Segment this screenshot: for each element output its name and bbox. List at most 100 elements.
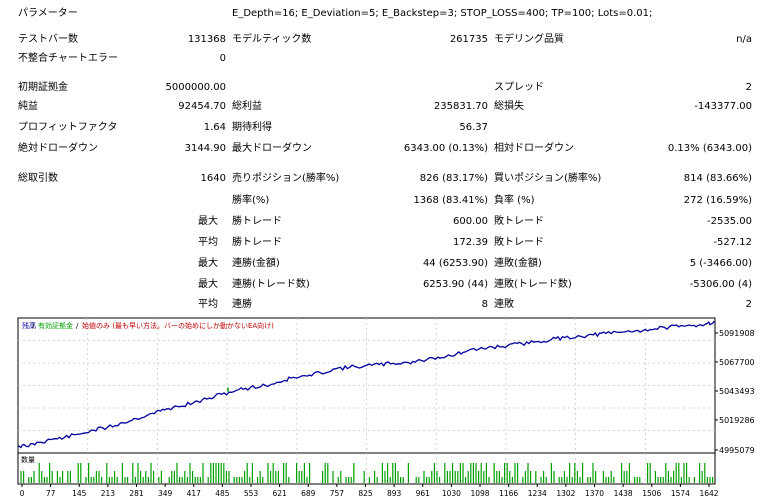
avg-wins-value: 8 xyxy=(481,299,488,310)
x-tick-13: 893 xyxy=(387,489,402,498)
spread-label: スプレッド xyxy=(494,82,544,93)
y-tick-1: 5067700 xyxy=(719,358,755,367)
x-tick-15: 1030 xyxy=(442,489,461,498)
maxdd-value: 6343.00 (0.13%) xyxy=(403,143,488,154)
x-tick-24: 1642 xyxy=(699,489,718,498)
absdd-value: 3144.90 xyxy=(184,143,226,154)
balance-chart-svg: 5091908 5067700 5043493 5019286 4995079 0 77 1… xyxy=(17,317,755,498)
consec-profit-value: 6253.90 (44) xyxy=(422,279,488,290)
x-tick-10: 689 xyxy=(301,489,316,498)
avg-win-value: 172.39 xyxy=(453,237,488,248)
bars-value: 131368 xyxy=(187,34,226,45)
x-tick-0: 0 xyxy=(20,489,25,498)
avg-label: 平均 xyxy=(198,237,218,248)
x-tick-14: 961 xyxy=(416,489,431,498)
x-tick-23: 1574 xyxy=(671,489,690,498)
x-tick-11: 757 xyxy=(330,489,345,498)
bars-label: テストバー数 xyxy=(18,34,78,45)
short-label: 売りポジション(勝率%) xyxy=(232,173,340,184)
consec-losses-money-value: 5 (-3466.00) xyxy=(689,258,752,269)
x-tick-labels: 0 77 145 213 281 349 417 485 553 621 689 757 825 893 9… xyxy=(20,484,719,498)
avg-label-2: 平均 xyxy=(198,299,218,310)
x-tick-8: 553 xyxy=(244,489,259,498)
grossloss-value: -143377.00 xyxy=(694,101,752,112)
x-tick-22: 1506 xyxy=(642,489,661,498)
long-label: 買いポジション(勝率%) xyxy=(494,173,602,184)
x-tick-17: 1166 xyxy=(499,489,518,498)
short-value: 826 (83.17%) xyxy=(419,173,488,184)
largest-win-label: 勝トレード xyxy=(232,216,282,227)
spread-value: 2 xyxy=(745,82,752,93)
x-tick-4: 281 xyxy=(129,489,144,498)
largest-loss-label: 敗トレード xyxy=(494,216,544,227)
x-tick-3: 213 xyxy=(101,489,116,498)
grid xyxy=(18,318,715,484)
y-tick-3: 5019286 xyxy=(719,416,755,425)
x-tick-6: 417 xyxy=(187,489,202,498)
x-tick-5: 349 xyxy=(158,489,173,498)
consec-wins-money-label: 連勝(金額) xyxy=(232,258,280,269)
legend-note: 始値のみ (最も早い方法。バーの始めにしか動かないEA向け) xyxy=(82,321,274,330)
params-value: E_Depth=16; E_Deviation=5; E_Backstep=3;… xyxy=(232,8,653,19)
max-label-2: 最大 xyxy=(198,258,218,269)
max-label: 最大 xyxy=(198,216,218,227)
y-tick-2: 5043493 xyxy=(719,387,755,396)
x-tick-12: 825 xyxy=(358,489,373,498)
consec-loss-label: 連敗(トレード数) xyxy=(494,279,572,290)
legend-equity: 有効証拠金 xyxy=(38,321,73,330)
grossloss-label: 総損失 xyxy=(494,101,524,112)
x-tick-21: 1438 xyxy=(614,489,633,498)
params-label: パラメーター xyxy=(18,8,78,19)
consec-losses-money-label: 連敗(金額) xyxy=(494,258,542,269)
pf-label: プロフィットファクタ xyxy=(18,122,118,133)
consec-profit-label: 連勝(トレード数) xyxy=(232,279,310,290)
grossprofit-value: 235831.70 xyxy=(433,101,488,112)
x-tick-20: 1370 xyxy=(585,489,604,498)
series-lines xyxy=(17,320,716,449)
avg-wins-label: 連勝 xyxy=(232,299,252,310)
reldd-value: 0.13% (6343.00) xyxy=(667,143,752,154)
avg-win-label: 勝トレード xyxy=(232,237,282,248)
volume-bars xyxy=(20,463,714,483)
maxdd-label: 最大ドローダウン xyxy=(232,143,312,154)
profit-trades-label: 勝率(%) xyxy=(232,195,270,206)
loss-trades-value: 272 (16.59%) xyxy=(683,195,752,206)
quality-value: n/a xyxy=(736,34,752,45)
avg-losses-label: 連敗 xyxy=(494,299,514,310)
long-value: 814 (83.66%) xyxy=(683,173,752,184)
mismatch-label: 不整合チャートエラー xyxy=(18,53,118,64)
volume-label: 数量 xyxy=(21,455,35,464)
ticks-label: モデルティック数 xyxy=(232,34,312,45)
trades-label: 総取引数 xyxy=(18,173,58,184)
y-tick-labels: 5091908 5067700 5043493 5019286 4995079 xyxy=(715,329,755,455)
x-tick-18: 1234 xyxy=(528,489,547,498)
payoff-label: 期待利得 xyxy=(232,122,272,133)
largest-loss-value: -2535.00 xyxy=(707,216,752,227)
series-line-balance xyxy=(17,320,716,449)
reldd-label: 相対ドローダウン xyxy=(494,143,574,154)
avg-losses-value: 2 xyxy=(745,299,752,310)
x-tick-2: 145 xyxy=(72,489,87,498)
x-tick-9: 621 xyxy=(272,489,287,498)
deposit-label: 初期証拠金 xyxy=(18,82,68,93)
consec-loss-value: -5306.00 (4) xyxy=(689,279,752,290)
y-tick-4: 4995079 xyxy=(719,446,755,455)
legend-sep-1: / xyxy=(32,322,35,330)
absdd-label: 絶対ドローダウン xyxy=(18,143,98,154)
netprofit-value: 92454.70 xyxy=(178,101,226,112)
pf-value: 1.64 xyxy=(203,122,226,133)
mismatch-value: 0 xyxy=(219,53,226,64)
quality-label: モデリング品質 xyxy=(494,34,564,45)
deposit-value: 5000000.00 xyxy=(165,82,226,93)
ticks-value: 261735 xyxy=(449,34,488,45)
netprofit-label: 純益 xyxy=(18,101,38,112)
largest-win-value: 600.00 xyxy=(453,216,488,227)
max-label-3: 最大 xyxy=(198,279,218,290)
legend-sep-2: / xyxy=(76,322,79,330)
payoff-value: 56.37 xyxy=(459,122,488,133)
legend-balance: 残高 xyxy=(22,321,36,330)
avg-loss-label: 敗トレード xyxy=(494,237,544,248)
trades-value: 1640 xyxy=(200,173,226,184)
x-tick-16: 1098 xyxy=(470,489,489,498)
x-tick-7: 485 xyxy=(215,489,230,498)
